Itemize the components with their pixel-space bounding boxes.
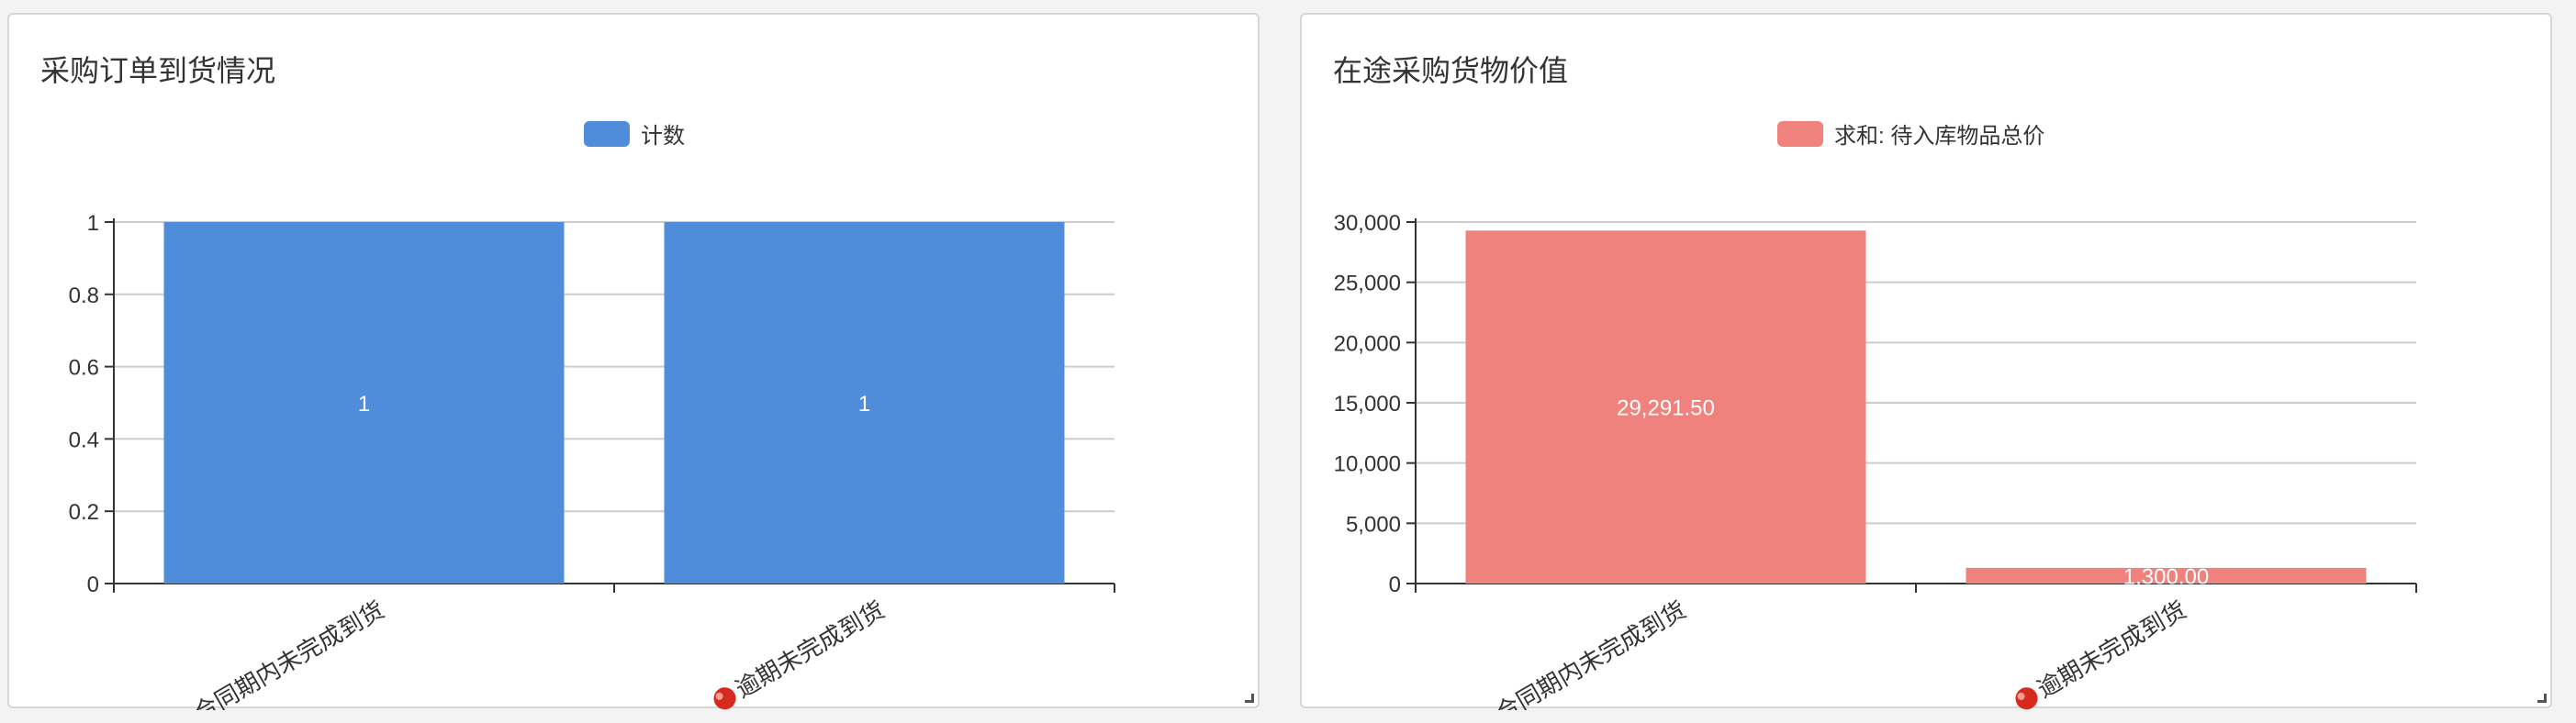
y-tick-label: 0.8: [69, 284, 99, 308]
y-tick-label: 0: [87, 573, 99, 597]
x-tick-label-group: 合同期内未完成到货: [1491, 595, 1691, 710]
x-tick-label: 逾期未完成到货: [731, 595, 890, 703]
legend-label: 求和: 待入库物品总价: [1834, 124, 2044, 149]
data-label: 1,300.00: [2123, 564, 2209, 589]
chart-card-arrival-status: 采购订单到货情况 0 0.2 0.4 0.6 0.8 1 1 合同期内未完成到货 1 逾期未完成到…: [7, 13, 1260, 710]
x-tick-label: 合同期内未完成到货: [1491, 595, 1691, 710]
bar: [664, 222, 1065, 584]
resize-handle-icon[interactable]: [1245, 694, 1254, 703]
chart-card-in-transit-value: 在途采购货物价值 0 5,000 10,000 15,000 20,000 25,000 3…: [1300, 13, 2552, 710]
y-tick-label: 25,000: [1334, 272, 1401, 296]
bar-chart-in-transit-value: 0 5,000 10,000 15,000 20,000 25,000 30,000 29,2…: [1334, 121, 2417, 710]
y-tick-label: 5,000: [1346, 512, 1401, 537]
data-label: 29,291.50: [1617, 396, 1715, 421]
bar: [163, 222, 565, 584]
x-tick-label: 合同期内未完成到货: [189, 595, 389, 710]
red-ball-highlight: [2017, 692, 2025, 700]
bar: [1465, 230, 1866, 584]
bar: [1966, 567, 2367, 584]
chart-title: 采购订单到货情况: [40, 54, 276, 87]
y-tick-label: 20,000: [1334, 331, 1401, 356]
data-label: 1: [858, 392, 870, 417]
y-tick-label: 10,000: [1334, 452, 1401, 477]
y-tick-label: 30,000: [1334, 211, 1401, 236]
legend-label: 计数: [641, 124, 685, 149]
y-tick-label: 0.2: [69, 500, 99, 525]
x-tick-label-group: 逾期未完成到货: [713, 595, 890, 710]
red-ball-highlight: [715, 692, 723, 700]
x-tick-label: 逾期未完成到货: [2033, 595, 2191, 703]
y-tick-label: 0.6: [69, 356, 99, 381]
resize-handle-icon[interactable]: [2537, 694, 2547, 703]
x-tick-label-group: 逾期未完成到货: [2015, 595, 2191, 710]
y-tick-label: 0.4: [69, 428, 99, 452]
y-tick-label: 0: [1389, 573, 1401, 597]
y-tick-label: 15,000: [1334, 392, 1401, 417]
legend-swatch: [584, 121, 630, 147]
chart-title: 在途采购货物价值: [1333, 54, 1569, 87]
y-tick-label: 1: [87, 211, 99, 236]
legend-swatch: [1777, 121, 1823, 147]
bar-chart-arrival-status: 0 0.2 0.4 0.6 0.8 1 1 合同期内未完成到货 1 逾期未完成到货 计数: [69, 121, 1115, 710]
data-label: 1: [358, 392, 370, 417]
x-tick-label-group: 合同期内未完成到货: [189, 595, 389, 710]
